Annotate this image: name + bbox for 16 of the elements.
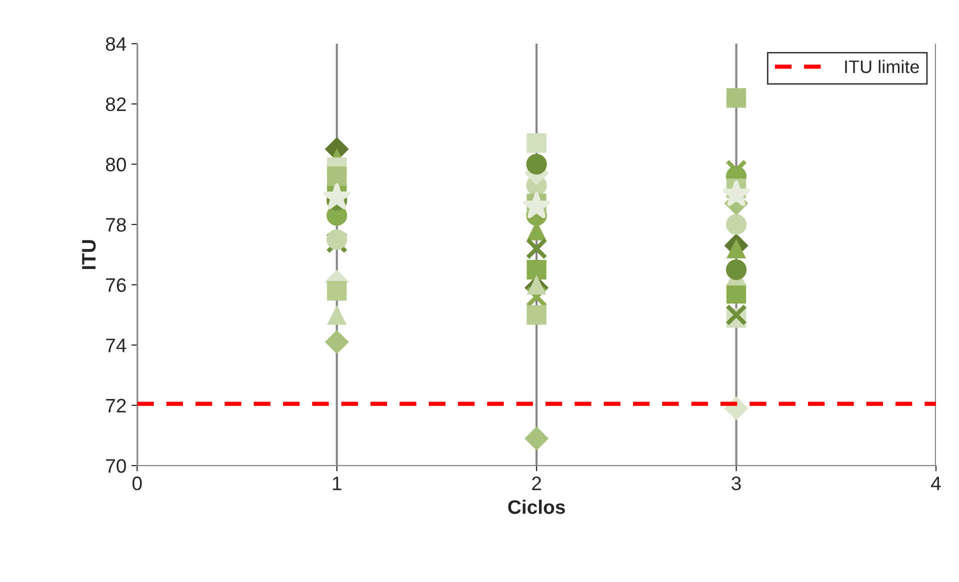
legend-label: ITU limite <box>845 60 919 74</box>
x-tick-label: 3 <box>732 476 741 490</box>
y-tick-label: 80 <box>106 158 126 172</box>
x-axis-title: Ciclos <box>508 500 565 514</box>
x-tick-label: 4 <box>931 476 941 490</box>
y-tick-label: 76 <box>106 278 126 292</box>
y-tick-label: 78 <box>106 218 126 232</box>
y-tick-label: 72 <box>106 398 126 412</box>
y-tick-label: 70 <box>106 459 126 473</box>
x-tick-label: 0 <box>132 476 142 490</box>
y-tick-label: 82 <box>106 97 126 112</box>
x-tick-label: 1 <box>332 476 342 490</box>
x-tick-label: 2 <box>532 476 541 490</box>
y-tick-label: 84 <box>106 37 126 51</box>
y-axis-title: ITU <box>82 240 96 269</box>
y-tick-label: 74 <box>106 338 126 352</box>
